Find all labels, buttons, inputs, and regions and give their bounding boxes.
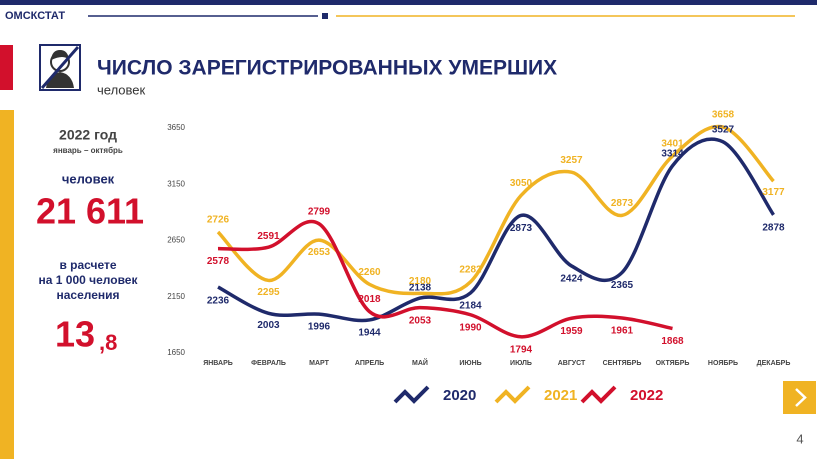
data-label: 3314 (661, 148, 684, 159)
y-tick-label: 2650 (167, 236, 185, 245)
summary-period: январь – октябрь (53, 146, 123, 155)
legend-swatch (580, 385, 617, 404)
legend-label: 2022 (630, 387, 663, 404)
y-tick-label: 3650 (167, 123, 185, 132)
data-label: 1794 (510, 344, 533, 355)
rate-caption: населения (56, 288, 119, 302)
y-tick-label: 3150 (167, 179, 185, 188)
x-tick-label: МАЙ (412, 358, 428, 367)
data-label: 2878 (762, 222, 785, 233)
series-line (216, 124, 775, 296)
subtitle: человек (97, 82, 146, 97)
data-label: 2236 (207, 296, 230, 307)
data-label: 2184 (459, 301, 482, 312)
chart: 1650 2150 2650 3150 3650 ЯНВАРЬ ФЕВРАЛЬ МАРТ АПР… (167, 110, 790, 404)
data-label: 2799 (308, 206, 331, 217)
title: ЧИСЛО ЗАРЕГИСТРИРОВАННЫХ УМЕРШИХ (97, 57, 557, 80)
side-accent (0, 45, 13, 90)
data-label: 2295 (257, 287, 280, 298)
data-label: 2365 (611, 280, 634, 291)
data-label: 3401 (661, 139, 684, 150)
legend-swatch (393, 385, 430, 404)
data-label: 2578 (207, 256, 230, 267)
data-label: 2726 (207, 215, 230, 226)
data-label: 3658 (712, 110, 735, 121)
data-label: 2424 (560, 274, 583, 285)
x-tick-label: ДЕКАБРЬ (757, 360, 791, 367)
data-label: 1868 (661, 336, 684, 347)
data-label: 2018 (358, 294, 381, 305)
legend-label: 2021 (544, 387, 577, 404)
summary-year: 2022 год (59, 127, 117, 143)
side-accent (0, 110, 14, 459)
series-line (217, 137, 775, 323)
y-tick-label: 1650 (167, 348, 185, 357)
data-label: 2003 (257, 320, 280, 331)
data-label: 3177 (762, 187, 785, 198)
summary-unit: человек (62, 171, 115, 186)
rate-fraction: ,8 (99, 330, 117, 355)
x-tick-label: ИЮЛЬ (510, 360, 532, 367)
data-label: 1990 (459, 322, 482, 333)
x-tick-label: НОЯБРЬ (708, 360, 738, 367)
data-label: 1961 (611, 326, 634, 337)
data-label: 2260 (358, 267, 381, 278)
rate-caption: в расчете (59, 258, 116, 272)
header-square (322, 13, 328, 19)
data-label: 1996 (308, 322, 331, 333)
data-label: 2053 (409, 315, 432, 326)
rate-value: 13 (55, 314, 95, 355)
data-label: 1944 (358, 328, 381, 339)
top-bar (0, 0, 817, 5)
rate-caption: на 1 000 человек (39, 273, 139, 287)
x-tick-label: МАРТ (309, 360, 329, 367)
x-tick-label: СЕНТЯБРЬ (603, 360, 642, 367)
y-tick-label: 2150 (167, 292, 185, 301)
legend-label: 2020 (443, 387, 476, 404)
data-label: 2282 (459, 265, 482, 276)
x-tick-label: ОКТЯБРЬ (656, 360, 690, 367)
data-label: 3050 (510, 178, 533, 189)
page-number: 4 (796, 431, 803, 446)
x-tick-label: АПРЕЛЬ (355, 360, 384, 367)
series-line (217, 219, 673, 339)
data-label: 2180 (409, 276, 432, 287)
person-icon (39, 44, 81, 91)
summary-total: 21 611 (36, 191, 144, 232)
data-label: 2138 (409, 283, 432, 294)
legend-swatch (494, 385, 531, 404)
next-button[interactable] (783, 381, 816, 414)
org-name: ОМСКСТАТ (5, 10, 65, 22)
data-label: 2873 (510, 223, 533, 234)
data-label: 2591 (257, 231, 280, 242)
data-label: 1959 (560, 326, 583, 337)
next-arrow (795, 388, 807, 407)
data-label: 3257 (560, 155, 583, 166)
data-label: 2873 (611, 198, 634, 209)
x-tick-label: ИЮНЬ (459, 360, 481, 367)
x-tick-label: ФЕВРАЛЬ (251, 360, 286, 367)
x-tick-label: ЯНВАРЬ (203, 360, 233, 367)
data-label: 2653 (308, 247, 331, 258)
x-tick-label: АВГУСТ (558, 360, 586, 367)
data-label: 3527 (712, 124, 735, 135)
